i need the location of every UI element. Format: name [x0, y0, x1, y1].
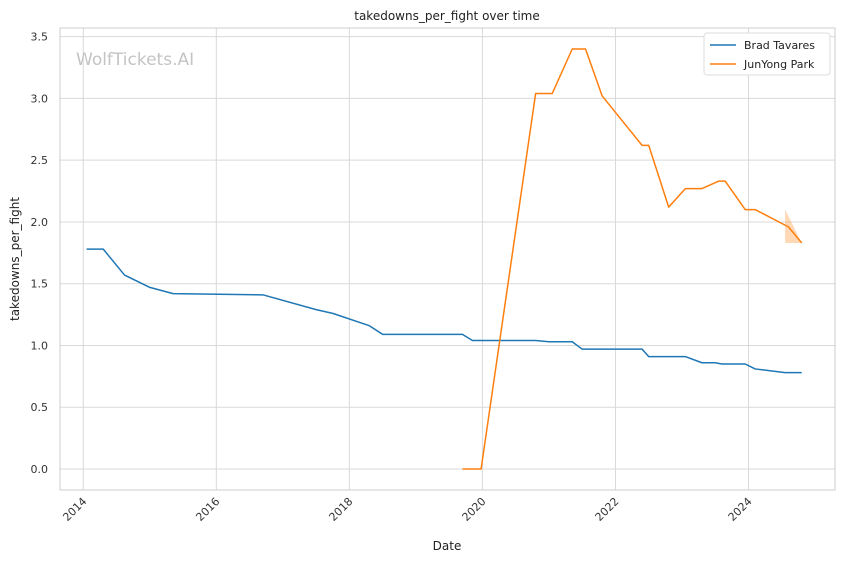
legend-label-brad-tavares: Brad Tavares — [744, 39, 815, 52]
y-axis-label: takedowns_per_fight — [8, 197, 22, 321]
legend-label-junyong-park: JunYong Park — [743, 58, 815, 71]
x-tick-2020: 2020 — [460, 495, 489, 524]
y-tick-2.0: 2.0 — [31, 216, 49, 229]
watermark-text: WolfTickets.AI — [76, 50, 194, 70]
series-lines — [86, 48, 803, 470]
x-tick-2024: 2024 — [726, 495, 755, 524]
x-tick-2014: 2014 — [60, 495, 89, 524]
x-axis-label: Date — [433, 539, 462, 553]
y-tick-2.5: 2.5 — [31, 154, 49, 167]
plot-frame — [59, 27, 836, 491]
y-tick-labels: 0.0 0.5 1.0 1.5 2.0 2.5 3.0 3.5 — [31, 31, 49, 476]
confidence-bands — [785, 209, 802, 243]
y-tick-3.5: 3.5 — [31, 31, 49, 44]
chart-title: takedowns_per_fight over time — [354, 9, 540, 23]
x-tick-labels: 2014 2016 2018 2020 2022 2024 — [60, 495, 754, 524]
y-tick-1.5: 1.5 — [31, 278, 49, 291]
band-junyong-park — [785, 209, 802, 243]
y-tick-1.0: 1.0 — [31, 339, 49, 352]
x-tick-2018: 2018 — [327, 495, 356, 524]
legend: Brad Tavares JunYong Park — [703, 32, 831, 76]
x-tick-2016: 2016 — [193, 495, 222, 524]
series-line-junyong-park — [462, 48, 803, 470]
y-tick-0.5: 0.5 — [31, 401, 49, 414]
y-tick-0.0: 0.0 — [31, 463, 49, 476]
y-tick-3.0: 3.0 — [31, 92, 49, 105]
series-line-brad-tavares — [86, 248, 802, 374]
grid — [60, 28, 835, 490]
x-tick-2022: 2022 — [593, 495, 622, 524]
